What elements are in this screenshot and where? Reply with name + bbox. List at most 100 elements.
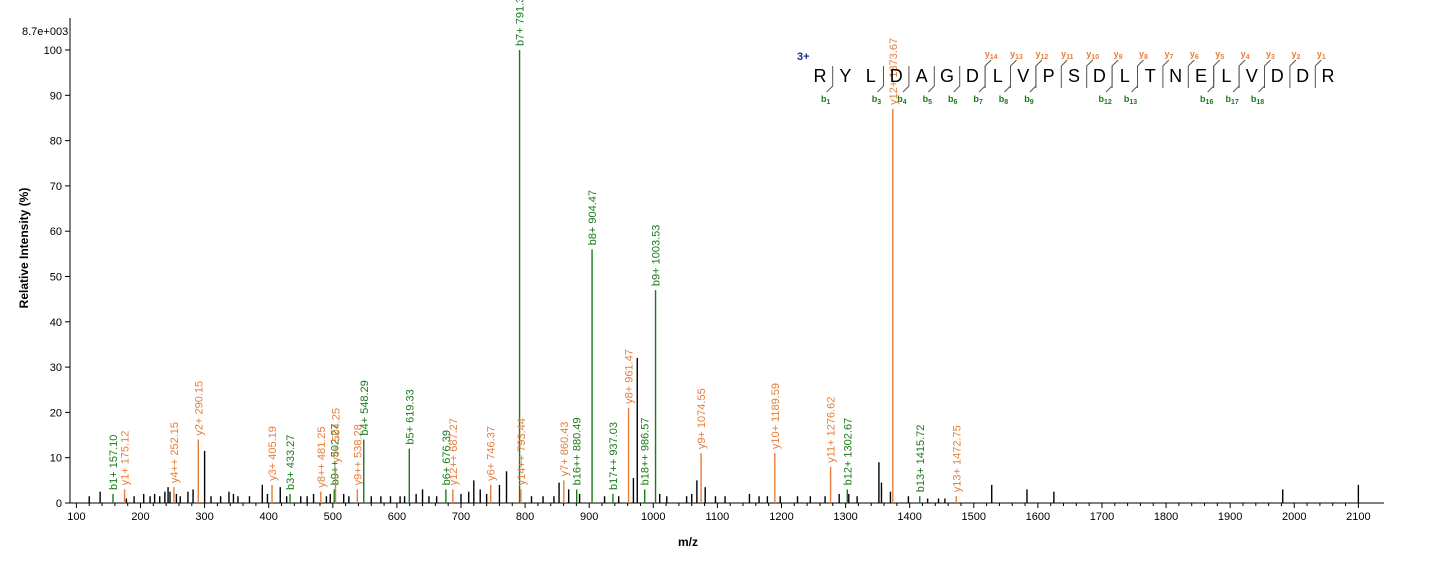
sequence-residue: L bbox=[866, 66, 876, 86]
sequence-residue: Y bbox=[839, 66, 851, 86]
peak-label: y9++ 538.28 bbox=[352, 424, 364, 485]
x-tick-label: 2000 bbox=[1282, 511, 1306, 523]
b-ion-label: b6 bbox=[948, 94, 958, 106]
peak-label: y7+ 860.43 bbox=[559, 422, 571, 477]
peak-label: y4++ 252.15 bbox=[169, 422, 181, 483]
y-ion-label: y12 bbox=[1035, 49, 1048, 61]
x-tick-label: 2100 bbox=[1346, 511, 1370, 523]
sequence-residue: R bbox=[1322, 66, 1335, 86]
y-ion-cleavage-mark bbox=[1111, 59, 1119, 88]
b-ion-label: b3 bbox=[872, 94, 882, 106]
b-ion-label: b8 bbox=[999, 94, 1009, 106]
y-ion-label: y7 bbox=[1164, 49, 1173, 61]
y-ion-cleavage-mark bbox=[1086, 59, 1094, 88]
y-ion-label: y5 bbox=[1215, 49, 1224, 61]
b-ion-label: b9 bbox=[1024, 94, 1034, 106]
y-ion-label: y13 bbox=[1010, 49, 1023, 61]
y-ion-label: y11 bbox=[1061, 49, 1074, 61]
peak-label: y12++ 687.27 bbox=[448, 418, 460, 485]
b-ion-label: b4 bbox=[897, 94, 907, 106]
b-ion-label: b12 bbox=[1098, 94, 1111, 106]
y-ion-cleavage-mark bbox=[1264, 59, 1271, 88]
y-axis-title: Relative Intensity (%) bbox=[17, 188, 31, 309]
y-tick-label: 70 bbox=[50, 181, 62, 193]
x-tick-label: 1800 bbox=[1154, 511, 1178, 523]
peak-label: b9++ 502.27 bbox=[329, 424, 341, 486]
peak-label: y9+ 1074.55 bbox=[696, 388, 708, 449]
y-ion-cleavage-mark bbox=[1289, 59, 1297, 88]
peak-label: y11+ 1276.62 bbox=[826, 397, 838, 463]
sequence-residue: D bbox=[966, 66, 979, 86]
y-tick-label: 0 bbox=[56, 498, 62, 510]
b-ion-cleavage-mark bbox=[1207, 66, 1215, 93]
b-ion-cleavage-mark bbox=[978, 66, 986, 93]
x-tick-label: 1200 bbox=[769, 511, 793, 523]
b-ion-label: b13 bbox=[1124, 94, 1137, 106]
x-tick-label: 400 bbox=[260, 511, 278, 523]
sequence-residue: L bbox=[1221, 66, 1231, 86]
peak-label: b7+ 791.38 bbox=[515, 0, 527, 46]
peak-label: b6+ 676.39 bbox=[441, 430, 453, 485]
sequence-residue: D bbox=[1093, 66, 1106, 86]
peak-label: y4+ 504.25 bbox=[331, 408, 343, 463]
y-tick-label: 50 bbox=[50, 272, 62, 284]
x-tick-label: 300 bbox=[195, 511, 213, 523]
b-ion-label: b18 bbox=[1251, 94, 1264, 106]
peak-label: b9+ 1003.53 bbox=[651, 225, 663, 286]
b-ion-cleavage-mark bbox=[902, 66, 910, 93]
sequence-residue: L bbox=[993, 66, 1003, 86]
y-ion-cleavage-mark bbox=[1314, 59, 1322, 88]
y-ion-label: y6 bbox=[1190, 49, 1199, 61]
sequence-residue: D bbox=[1296, 66, 1309, 86]
peak-label: b12+ 1302.67 bbox=[842, 418, 854, 486]
x-tick-label: 1700 bbox=[1090, 511, 1114, 523]
y-tick-label: 20 bbox=[50, 407, 62, 419]
peak-label: b8+ 904.47 bbox=[587, 190, 599, 245]
sequence-residue: V bbox=[1017, 66, 1029, 86]
b-ion-cleavage-mark bbox=[927, 66, 935, 93]
peak-label: b18++ 986.57 bbox=[640, 418, 652, 486]
y-ion-label: y9 bbox=[1114, 49, 1123, 61]
peak-label: y8++ 481.25 bbox=[316, 427, 328, 488]
peak-label: y6+ 746.37 bbox=[486, 426, 498, 481]
x-tick-label: 700 bbox=[452, 511, 470, 523]
sequence-residue: T bbox=[1145, 66, 1156, 86]
b-ion-label: b17 bbox=[1225, 94, 1238, 106]
b-ion-label: b5 bbox=[923, 94, 933, 106]
x-tick-label: 800 bbox=[516, 511, 534, 523]
b-ion-label: b16 bbox=[1200, 94, 1213, 106]
sequence-residue: R bbox=[814, 66, 827, 86]
b-ion-cleavage-mark bbox=[877, 66, 884, 93]
sequence-residue: S bbox=[1068, 66, 1080, 86]
peak-label: b17++ 937.03 bbox=[608, 422, 620, 490]
y-ion-label: y2 bbox=[1291, 49, 1300, 61]
plot-area: 0 10 20 30 40 50 60 70 80 90 100 100 200 300 400 500 600… bbox=[44, 0, 1384, 523]
y-tick-label: 60 bbox=[50, 226, 62, 238]
peak-label: b1+ 157.10 bbox=[108, 435, 120, 490]
peak-label: b16++ 880.49 bbox=[572, 418, 584, 486]
peak-label: y3+ 405.19 bbox=[267, 426, 279, 481]
sequence-residue: P bbox=[1043, 66, 1055, 86]
sequence-residue: N bbox=[1169, 66, 1182, 86]
b-ion-cleavage-mark bbox=[1232, 66, 1240, 93]
y-ion-cleavage-mark bbox=[1187, 59, 1195, 88]
x-tick-label: 1300 bbox=[833, 511, 857, 523]
sequence-residue: L bbox=[1120, 66, 1130, 86]
y-ion-cleavage-mark bbox=[1137, 59, 1144, 88]
y-tick-label: 40 bbox=[50, 317, 62, 329]
y-ion-label: y8 bbox=[1139, 49, 1148, 61]
x-tick-label: 1500 bbox=[962, 511, 986, 523]
x-tick-label: 1000 bbox=[641, 511, 665, 523]
peptide-sequence-annotation: 3+R Y L D A G D L V P S D L T N E L V D D Rb1 b3 b4 b5 b6 b7 b8 b9 b… bbox=[797, 49, 1335, 106]
y-tick-label: 100 bbox=[44, 45, 62, 57]
y-ion-label: y3 bbox=[1266, 49, 1275, 61]
b-ion-cleavage-mark bbox=[1004, 66, 1011, 93]
sequence-residue: E bbox=[1195, 66, 1207, 86]
b-ion-cleavage-mark bbox=[1105, 66, 1113, 93]
y-ion-cleavage-mark bbox=[1060, 59, 1068, 88]
sequence-residue: G bbox=[940, 66, 954, 86]
peak-label: y8+ 961.47 bbox=[624, 349, 636, 404]
y-ion-label: y14 bbox=[985, 49, 998, 61]
x-tick-label: 100 bbox=[67, 511, 85, 523]
x-tick-label: 600 bbox=[388, 511, 406, 523]
